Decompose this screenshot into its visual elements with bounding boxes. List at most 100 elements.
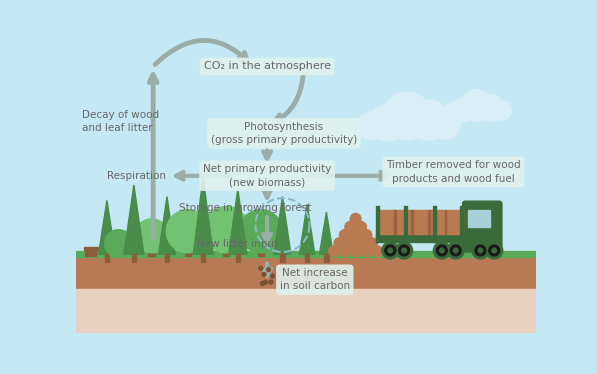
Bar — [378, 210, 463, 234]
Bar — [468, 210, 490, 227]
Circle shape — [478, 95, 504, 121]
Polygon shape — [300, 204, 315, 254]
Polygon shape — [193, 177, 213, 254]
Bar — [433, 206, 436, 242]
Polygon shape — [159, 197, 176, 254]
Polygon shape — [99, 200, 115, 254]
Circle shape — [409, 100, 450, 140]
Bar — [428, 210, 430, 234]
Circle shape — [104, 230, 133, 257]
Polygon shape — [319, 212, 333, 254]
Bar — [76, 251, 536, 257]
Circle shape — [350, 246, 361, 257]
Text: Photosynthesis
(gross primary productivity): Photosynthesis (gross primary productivi… — [211, 122, 357, 145]
Circle shape — [361, 230, 372, 240]
Text: Decay of wood
and leaf litter: Decay of wood and leaf litter — [82, 110, 159, 134]
Bar — [324, 254, 329, 262]
Circle shape — [399, 245, 410, 256]
Circle shape — [357, 112, 385, 140]
Bar — [258, 245, 264, 256]
Bar — [76, 254, 536, 289]
Circle shape — [345, 238, 356, 249]
Bar — [394, 210, 396, 234]
Circle shape — [475, 245, 486, 256]
Bar — [411, 210, 413, 234]
Circle shape — [486, 242, 503, 259]
Bar — [235, 254, 240, 262]
Bar — [131, 254, 136, 262]
Circle shape — [367, 238, 377, 249]
Circle shape — [329, 246, 340, 257]
Circle shape — [450, 245, 461, 256]
Circle shape — [396, 242, 413, 259]
Circle shape — [385, 245, 396, 256]
Circle shape — [239, 210, 282, 253]
Circle shape — [269, 280, 273, 284]
Circle shape — [433, 242, 450, 259]
Bar — [377, 206, 380, 242]
Text: Timber removed for wood
products and wood fuel: Timber removed for wood products and woo… — [386, 160, 521, 184]
Circle shape — [259, 266, 263, 270]
Bar — [149, 245, 155, 256]
Circle shape — [461, 89, 492, 121]
Circle shape — [356, 222, 367, 232]
Circle shape — [489, 245, 500, 256]
Circle shape — [369, 105, 405, 141]
Polygon shape — [229, 189, 247, 254]
Circle shape — [491, 101, 511, 120]
Bar — [201, 254, 205, 262]
Circle shape — [388, 248, 393, 253]
Text: Storage in growing forest: Storage in growing forest — [179, 203, 312, 213]
Circle shape — [478, 248, 483, 253]
Bar — [465, 203, 500, 250]
Circle shape — [260, 282, 264, 285]
Circle shape — [356, 238, 367, 249]
Bar — [280, 254, 285, 262]
Bar — [223, 245, 229, 256]
Circle shape — [492, 248, 497, 253]
Circle shape — [264, 280, 267, 284]
Circle shape — [447, 242, 464, 259]
Circle shape — [334, 238, 345, 249]
Bar — [377, 234, 465, 242]
Polygon shape — [274, 197, 291, 254]
Circle shape — [444, 102, 462, 121]
Circle shape — [452, 98, 475, 122]
FancyBboxPatch shape — [463, 201, 502, 252]
Text: Respiration: Respiration — [107, 171, 166, 181]
Text: Net increase
in soil carbon: Net increase in soil carbon — [280, 268, 350, 291]
Circle shape — [436, 245, 447, 256]
Text: New litter input: New litter input — [197, 239, 278, 249]
Circle shape — [402, 248, 407, 253]
Circle shape — [267, 268, 270, 272]
Bar — [404, 206, 407, 242]
Text: Net primary productivity
(new biomass): Net primary productivity (new biomass) — [203, 164, 331, 187]
Bar — [305, 254, 309, 262]
Circle shape — [383, 92, 431, 140]
Polygon shape — [124, 185, 144, 254]
Circle shape — [340, 246, 350, 257]
Circle shape — [166, 210, 210, 253]
Bar — [104, 254, 109, 262]
Circle shape — [262, 272, 266, 276]
Circle shape — [372, 246, 383, 257]
Circle shape — [203, 206, 250, 253]
Circle shape — [270, 274, 275, 278]
Circle shape — [439, 248, 444, 253]
Bar — [184, 245, 191, 256]
Circle shape — [345, 222, 356, 232]
Text: CO₂ in the atmosphere: CO₂ in the atmosphere — [204, 61, 331, 71]
Bar — [85, 248, 96, 256]
Bar — [84, 246, 98, 250]
Circle shape — [350, 230, 361, 240]
Circle shape — [361, 246, 372, 257]
Circle shape — [135, 219, 168, 253]
Circle shape — [453, 248, 458, 253]
Circle shape — [340, 230, 350, 240]
Bar — [76, 289, 536, 333]
Circle shape — [382, 242, 399, 259]
Circle shape — [430, 109, 460, 139]
Bar — [445, 210, 447, 234]
Bar — [165, 254, 170, 262]
Bar — [460, 206, 463, 242]
